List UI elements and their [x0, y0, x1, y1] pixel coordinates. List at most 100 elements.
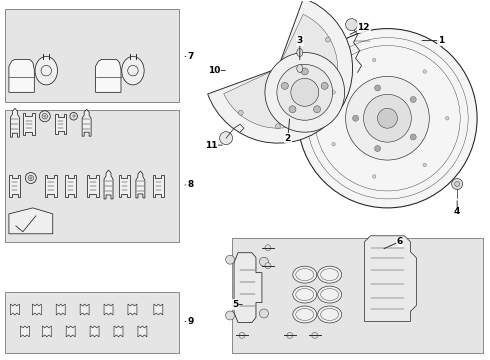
Circle shape: [377, 108, 397, 128]
Wedge shape: [224, 14, 338, 128]
Circle shape: [225, 255, 235, 264]
Circle shape: [289, 106, 296, 113]
Polygon shape: [10, 108, 20, 137]
Circle shape: [325, 37, 330, 42]
Text: 6: 6: [396, 237, 402, 246]
Circle shape: [265, 53, 344, 132]
Ellipse shape: [312, 332, 318, 338]
Text: 12: 12: [357, 23, 370, 32]
Circle shape: [314, 106, 320, 113]
Polygon shape: [82, 109, 91, 136]
Circle shape: [372, 175, 376, 178]
Circle shape: [345, 19, 358, 31]
Circle shape: [281, 82, 288, 89]
Polygon shape: [56, 304, 65, 315]
Text: 7: 7: [187, 52, 194, 61]
Text: 5: 5: [232, 300, 238, 309]
Bar: [5, 110, 179, 242]
Polygon shape: [65, 175, 76, 197]
Circle shape: [332, 142, 335, 146]
Circle shape: [375, 145, 381, 152]
Polygon shape: [66, 326, 75, 337]
Circle shape: [220, 132, 233, 145]
Circle shape: [345, 76, 429, 160]
Circle shape: [452, 179, 463, 189]
Polygon shape: [87, 175, 98, 197]
Polygon shape: [104, 304, 113, 315]
Text: 10: 10: [208, 66, 220, 75]
Circle shape: [375, 85, 381, 91]
Circle shape: [259, 309, 269, 318]
Polygon shape: [96, 59, 121, 92]
Circle shape: [332, 76, 337, 81]
Ellipse shape: [293, 286, 317, 303]
Circle shape: [364, 94, 412, 142]
Circle shape: [301, 68, 308, 75]
Text: 8: 8: [187, 180, 194, 189]
Circle shape: [332, 90, 335, 94]
Circle shape: [259, 257, 269, 266]
Circle shape: [291, 78, 318, 106]
Ellipse shape: [293, 266, 317, 283]
Circle shape: [353, 115, 359, 121]
Text: 2: 2: [285, 134, 291, 143]
Circle shape: [372, 58, 376, 62]
Circle shape: [298, 28, 477, 208]
Polygon shape: [138, 326, 147, 337]
Bar: [5, 9, 179, 102]
Ellipse shape: [239, 332, 245, 338]
Polygon shape: [128, 304, 137, 315]
Circle shape: [313, 110, 318, 115]
Circle shape: [423, 70, 426, 73]
Polygon shape: [90, 326, 99, 337]
Ellipse shape: [293, 306, 317, 323]
Polygon shape: [104, 170, 113, 199]
Polygon shape: [153, 175, 164, 197]
Circle shape: [275, 124, 280, 129]
Polygon shape: [136, 171, 145, 198]
Ellipse shape: [287, 332, 293, 338]
Ellipse shape: [297, 49, 303, 57]
Polygon shape: [154, 304, 163, 315]
Ellipse shape: [35, 57, 57, 85]
Ellipse shape: [318, 286, 342, 303]
Polygon shape: [10, 304, 20, 315]
Ellipse shape: [265, 245, 271, 251]
Polygon shape: [45, 175, 57, 197]
Polygon shape: [119, 175, 130, 197]
Polygon shape: [23, 113, 35, 135]
Circle shape: [423, 163, 426, 167]
Wedge shape: [208, 0, 353, 143]
Circle shape: [277, 64, 333, 120]
Polygon shape: [55, 114, 66, 134]
Polygon shape: [114, 326, 123, 337]
Circle shape: [445, 116, 449, 120]
Ellipse shape: [265, 263, 271, 269]
Ellipse shape: [318, 306, 342, 323]
Text: 4: 4: [454, 207, 461, 216]
Polygon shape: [9, 175, 21, 197]
Polygon shape: [9, 59, 34, 92]
Text: 11: 11: [205, 141, 218, 150]
Bar: [5, 292, 179, 353]
Ellipse shape: [297, 64, 303, 72]
Circle shape: [321, 82, 328, 89]
Text: 1: 1: [438, 36, 444, 45]
Circle shape: [410, 96, 416, 103]
Circle shape: [410, 134, 416, 140]
Polygon shape: [234, 253, 262, 323]
Polygon shape: [9, 208, 53, 234]
Circle shape: [238, 110, 243, 115]
Text: 9: 9: [187, 317, 194, 326]
Text: 3: 3: [296, 36, 303, 45]
Bar: [232, 238, 483, 353]
Polygon shape: [32, 304, 41, 315]
Polygon shape: [21, 326, 29, 337]
Polygon shape: [365, 236, 416, 321]
Circle shape: [455, 181, 460, 186]
Polygon shape: [42, 326, 51, 337]
Ellipse shape: [122, 57, 144, 85]
Ellipse shape: [318, 266, 342, 283]
Polygon shape: [80, 304, 89, 315]
Circle shape: [225, 311, 235, 320]
